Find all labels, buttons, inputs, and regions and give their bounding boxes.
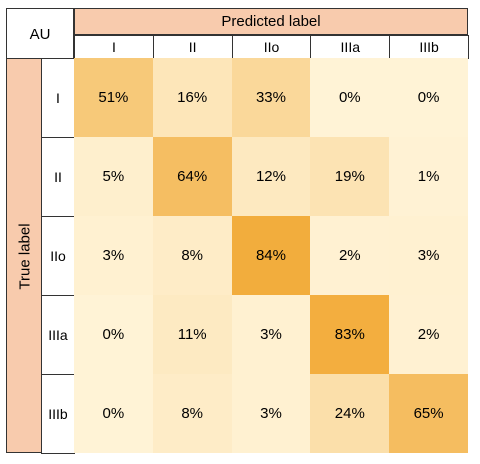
cell-value-label: 2% [338, 247, 361, 264]
row-header-4: IIIb [41, 374, 75, 454]
cell-1-2: 12% [231, 137, 311, 216]
cell-2-2: 84% [231, 216, 311, 295]
cell-value-label: 24% [334, 405, 365, 422]
cell-2-4: 3% [389, 216, 468, 295]
y-axis-title-band: True label [6, 58, 42, 453]
cell-3-0: 0% [74, 295, 153, 374]
cell-4-4: 65% [389, 374, 468, 453]
cell-value-label: 1% [417, 168, 440, 185]
cell-0-0: 51% [74, 58, 153, 137]
cell-value-label: 0% [102, 405, 125, 422]
cell-value-label: 3% [260, 405, 282, 422]
cell-3-4: 2% [389, 295, 468, 374]
row-header-2: IIo [41, 216, 75, 296]
cell-value-label: 19% [334, 168, 365, 185]
cell-1-4: 1% [389, 137, 468, 216]
cell-value-label: 51% [98, 89, 129, 106]
row-header-3: IIIa [41, 295, 75, 375]
cell-2-3: 2% [310, 216, 390, 295]
cell-value-label: 64% [177, 168, 208, 185]
row-header-0: I [41, 58, 75, 138]
x-axis-title-band: Predicted label [74, 8, 468, 35]
cell-value-label: 83% [334, 326, 365, 343]
cell-value-label: 84% [255, 247, 286, 264]
cell-value-label: 65% [413, 405, 444, 422]
cell-1-3: 19% [310, 137, 390, 216]
column-header-3: IIIa [310, 35, 391, 59]
cell-0-3: 0% [310, 58, 390, 137]
cell-1-1: 64% [152, 137, 232, 216]
y-axis-title: True label [16, 222, 34, 290]
cell-3-3: 83% [310, 295, 390, 374]
cell-value-label: 3% [102, 247, 125, 264]
cell-0-4: 0% [389, 58, 468, 137]
cell-value-label: 0% [417, 89, 440, 106]
cell-3-1: 11% [152, 295, 232, 374]
cell-value-label: 8% [181, 405, 204, 422]
column-header-4: IIIb [389, 35, 469, 59]
cell-4-3: 24% [310, 374, 390, 453]
cell-value-label: 2% [417, 326, 440, 343]
cell-value-label: 0% [102, 326, 125, 343]
column-header-2: IIo [231, 35, 312, 59]
cell-4-0: 0% [74, 374, 153, 453]
cell-value-label: 12% [255, 168, 286, 185]
cell-value-label: 11% [177, 326, 207, 343]
confusion-matrix: 51% 16% 33% 0% 0% 5% 64% 12% 19% 1% 3% 8% 84% 2% 3% 0% 1… [74, 58, 468, 453]
column-header-0: I [74, 35, 154, 59]
cell-4-1: 8% [152, 374, 232, 453]
row-header-1: II [41, 137, 75, 217]
cell-value-label: 3% [417, 247, 440, 264]
cell-value-label: 3% [260, 326, 282, 343]
cell-3-2: 3% [231, 295, 311, 374]
cell-0-2: 33% [231, 58, 311, 137]
corner-label: AU [29, 25, 51, 43]
cell-2-0: 3% [74, 216, 153, 295]
cell-value-label: 33% [255, 89, 286, 106]
cell-2-1: 8% [152, 216, 232, 295]
cell-0-1: 16% [152, 58, 232, 137]
x-axis-title: Predicted label [221, 13, 321, 30]
cell-value-label: 8% [181, 247, 204, 264]
column-header-1: II [152, 35, 233, 59]
cell-value-label: 16% [177, 89, 208, 106]
corner-cell: AU [6, 8, 74, 60]
cell-value-label: 0% [338, 89, 361, 106]
cell-4-2: 3% [231, 374, 311, 453]
cell-1-0: 5% [74, 137, 153, 216]
cell-value-label: 5% [102, 168, 125, 185]
